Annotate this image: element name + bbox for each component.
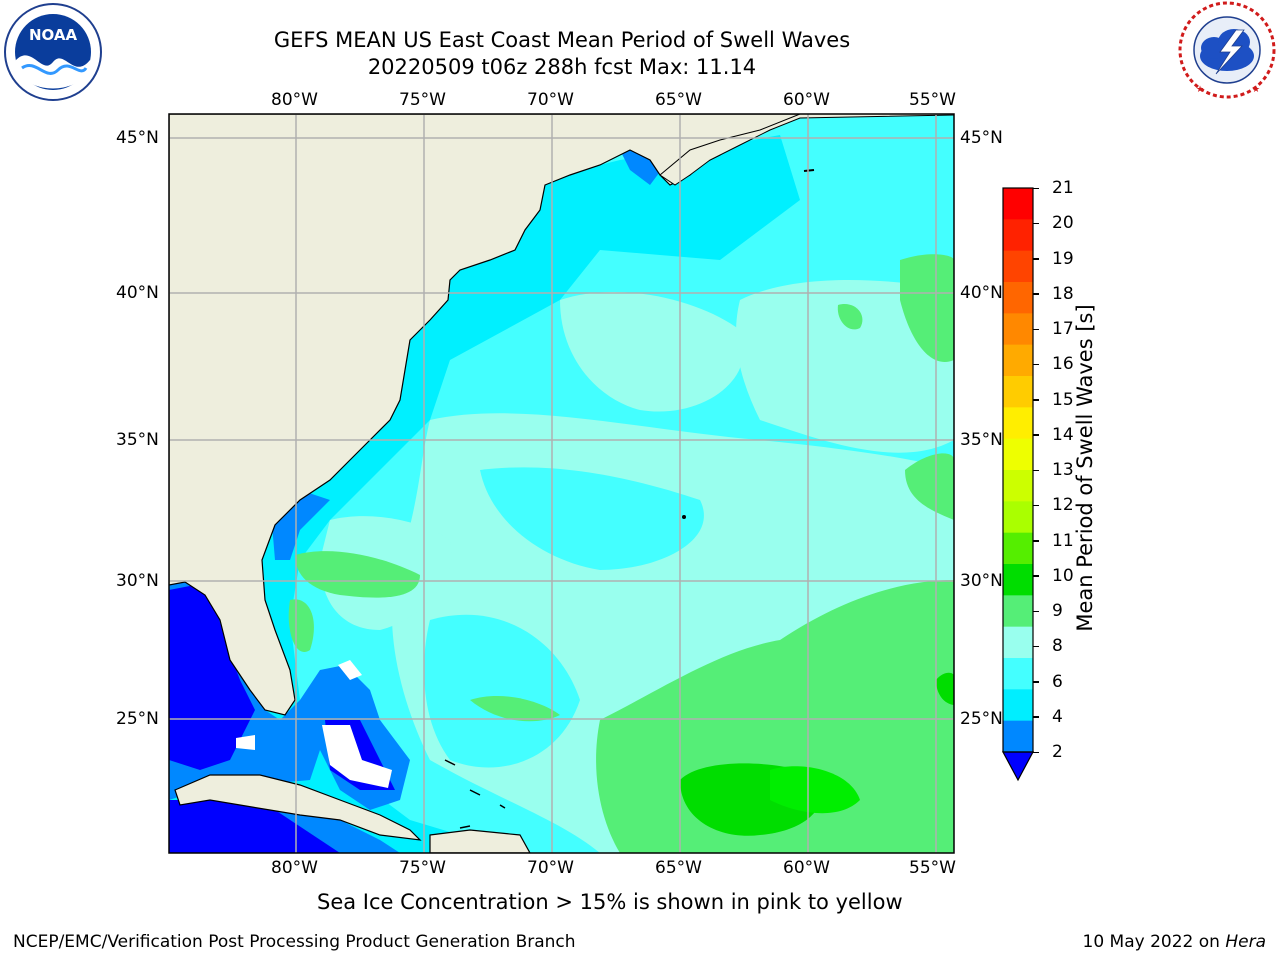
footer-machine: Hera	[1225, 932, 1266, 952]
sea-ice-note: Sea Ice Concentration > 15% is shown in …	[317, 890, 903, 914]
lon-label-top: 60°W	[783, 90, 830, 110]
svg-text:★: ★	[1252, 85, 1260, 95]
colorbar-level	[1003, 689, 1033, 722]
colorbar-tick-mark	[1033, 610, 1039, 612]
colorbar-level	[1003, 470, 1033, 502]
colorbar-level	[1003, 720, 1033, 753]
colorbar-tick-mark	[1033, 540, 1039, 542]
lat-label-right: 40°N	[960, 283, 1003, 303]
lat-label-left: 30°N	[116, 571, 159, 591]
map-frame	[168, 113, 955, 854]
colorbar-tick-label: 17	[1052, 319, 1074, 339]
colorbar-tick-mark	[1033, 363, 1039, 366]
colorbar-tick-label: 20	[1052, 213, 1074, 234]
colorbar-level	[1003, 313, 1033, 346]
colorbar-tick-label: 11	[1052, 530, 1074, 551]
colorbar-tick-mark	[1033, 504, 1039, 507]
colorbar-level	[1003, 282, 1033, 314]
colorbar-under-triangle	[1001, 751, 1035, 782]
map-title: GEFS MEAN US East Coast Mean Period of S…	[273, 28, 851, 52]
lon-label-bottom: 70°W	[527, 858, 574, 878]
colorbar-level	[1003, 438, 1033, 471]
lat-label-left: 25°N	[116, 709, 159, 729]
footer-date-text: 10 May 2022 on	[1082, 932, 1226, 952]
lon-label-bottom: 60°W	[783, 858, 830, 878]
colorbar-tick-label: 6	[1052, 671, 1063, 692]
colorbar-tick-label: 16	[1052, 354, 1074, 375]
lat-label-right: 25°N	[960, 709, 1003, 729]
colorbar-level	[1003, 658, 1033, 690]
lon-label-top: 55°W	[909, 90, 956, 110]
lon-label-top: 70°W	[527, 90, 574, 110]
colorbar-tick-mark	[1033, 434, 1039, 436]
lat-label-left: 40°N	[116, 283, 159, 303]
colorbar-tick-label: 19	[1052, 248, 1074, 269]
colorbar-level	[1003, 188, 1033, 220]
colorbar-level	[1003, 564, 1033, 596]
colorbar-tick-mark	[1033, 399, 1039, 401]
land-hispaniola	[429, 829, 531, 853]
colorbar-tick-label: 14	[1052, 424, 1074, 445]
map-subtitle: 20220509 t06z 288h fcst Max: 11.14	[367, 55, 757, 79]
colorbar-level	[1003, 344, 1033, 377]
colorbar-tick-mark	[1033, 293, 1039, 295]
nws-logo: ★ ★	[1178, 1, 1276, 99]
colorbar-tick-mark	[1033, 328, 1039, 330]
svg-text:NOAA: NOAA	[29, 26, 78, 44]
lat-label-left: 45°N	[116, 128, 159, 148]
lon-label-top: 80°W	[271, 90, 318, 110]
colorbar-tick-label: 4	[1052, 706, 1063, 727]
colorbar-label: Mean Period of Swell Waves [s]	[1073, 304, 1097, 632]
footer-credit: NCEP/EMC/Verification Post Processing Pr…	[13, 932, 576, 952]
footer-date: 10 May 2022 on Hera	[1083, 932, 1267, 952]
colorbar-tick-mark	[1033, 222, 1039, 225]
colorbar	[1001, 187, 1035, 782]
colorbar-level	[1003, 250, 1033, 283]
colorbar-tick-label: 18	[1052, 283, 1074, 304]
colorbar-tick-label: 12	[1052, 495, 1074, 516]
colorbar-level	[1003, 376, 1033, 408]
colorbar-tick-label: 13	[1052, 460, 1074, 480]
colorbar-level	[1003, 407, 1033, 440]
lat-label-right: 45°N	[960, 128, 1003, 148]
colorbar-tick-mark	[1033, 645, 1039, 648]
colorbar-tick-mark	[1033, 681, 1039, 683]
colorbar-level	[1003, 595, 1033, 628]
colorbar-tick-label: 15	[1052, 389, 1074, 410]
svg-text:★: ★	[1196, 85, 1204, 95]
lon-label-bottom: 65°W	[655, 858, 702, 878]
colorbar-tick-mark	[1033, 751, 1039, 753]
lon-label-bottom: 80°W	[271, 858, 318, 878]
colorbar-tick-label: 9	[1052, 601, 1063, 621]
colorbar-tick-label: 21	[1052, 178, 1074, 198]
colorbar-tick-label: 10	[1052, 565, 1074, 586]
colorbar-tick-label: 2	[1052, 742, 1063, 762]
graticule	[169, 114, 954, 853]
lat-label-right: 35°N	[960, 430, 1003, 450]
colorbar-level	[1003, 626, 1033, 659]
lon-label-bottom: 75°W	[399, 858, 446, 878]
colorbar-tick-label: 8	[1052, 636, 1063, 657]
lat-label-left: 35°N	[116, 430, 159, 450]
lon-label-bottom: 55°W	[909, 858, 956, 878]
colorbar-level	[1003, 532, 1033, 565]
colorbar-tick-mark	[1033, 575, 1039, 577]
colorbar-level	[1003, 219, 1033, 252]
lon-label-top: 75°W	[399, 90, 446, 110]
colorbar-tick-mark	[1033, 258, 1039, 260]
colorbar-tick-mark	[1033, 187, 1039, 189]
lon-label-top: 65°W	[655, 90, 702, 110]
land-north-america	[169, 114, 801, 716]
colorbar-tick-mark	[1033, 716, 1039, 718]
colorbar-tick-mark	[1033, 469, 1039, 471]
land-cuba	[174, 774, 422, 841]
colorbar-level	[1003, 501, 1033, 534]
lat-label-right: 30°N	[960, 571, 1003, 591]
noaa-logo: NOAA	[4, 3, 102, 101]
